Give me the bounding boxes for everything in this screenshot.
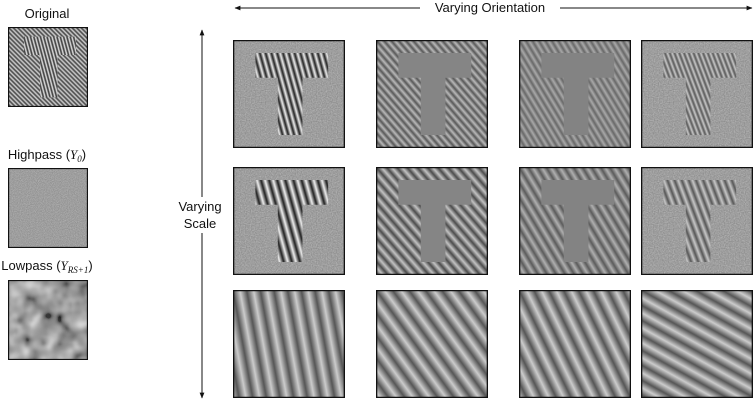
image-tile [641, 167, 753, 275]
axis-label: Varying Orientation [435, 0, 545, 15]
image-tile [376, 40, 488, 148]
figure: Original Highpass (Y0) Lowpass (YRS+1) V… [0, 0, 755, 400]
image-tile [519, 40, 631, 148]
image-tile [519, 167, 631, 275]
axis-label: Scale [184, 216, 217, 231]
axis-label: Varying [178, 199, 221, 214]
image-tile [8, 168, 88, 248]
image-tile [8, 27, 88, 107]
panel-label: Original [25, 6, 70, 21]
image-tile [8, 280, 88, 360]
image-tile [641, 40, 753, 148]
image-tile [233, 40, 345, 148]
image-tile [641, 290, 753, 398]
image-tile [233, 290, 345, 398]
image-tile [376, 290, 488, 398]
tiles [8, 27, 753, 398]
panel-label: Lowpass (YRS+1) [1, 258, 92, 275]
image-tile [519, 290, 631, 398]
image-tile [233, 167, 345, 275]
panel-label: Highpass (Y0) [8, 147, 86, 164]
image-tile [376, 167, 488, 275]
